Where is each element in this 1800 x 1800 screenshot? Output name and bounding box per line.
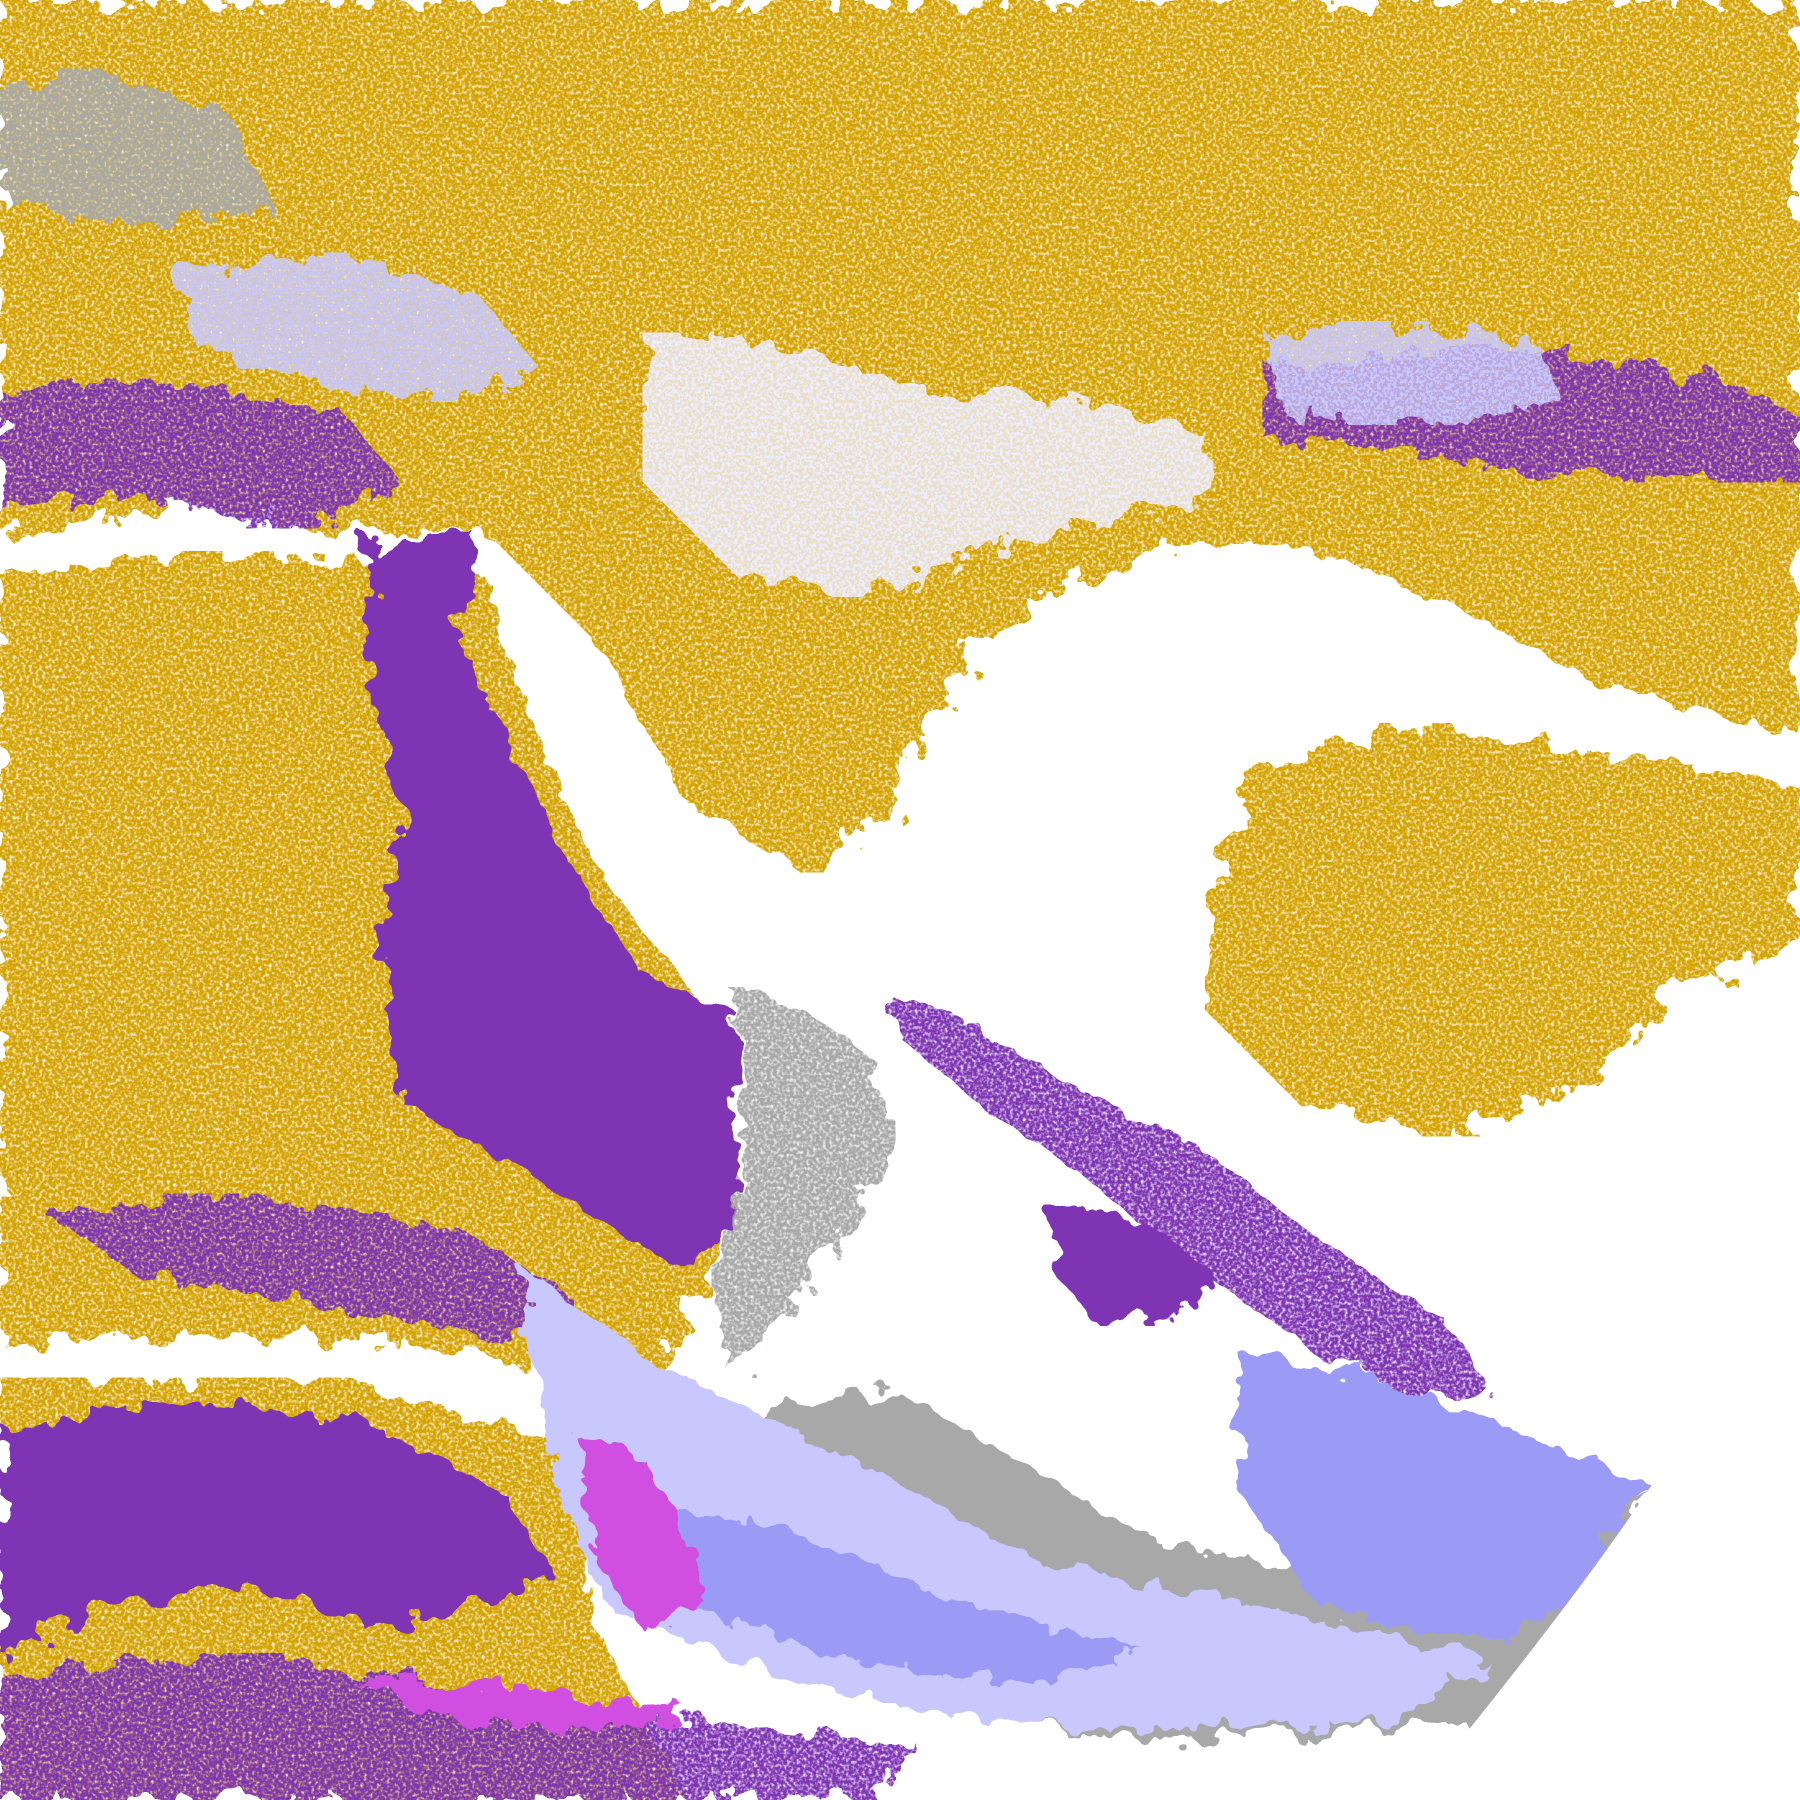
periwinkle-cloud-south [642,1492,1148,1688]
purple-cloud-band-southwest [0,1400,552,1665]
gold-cloud-east [1205,723,1800,1137]
purple-cloud-atlantic [1044,1205,1217,1321]
convective-lavender-cloud-north [172,252,540,402]
convective-pale-cloud-amazon [642,332,1217,597]
purple-cloud-far-south [0,1653,919,1800]
convective-lavender-cloud-east [1262,321,1562,425]
periwinkle-cloud-frontal [1239,1354,1654,1642]
magenta-cloud-patch [573,1434,701,1631]
space-outside-disk [1411,998,1800,1800]
purple-cloud-front [883,987,1493,1401]
purple-cloud-pacific [367,539,735,1275]
purple-cloud-northwest [0,378,402,529]
purple-cloud-band [45,1193,574,1344]
gray-low-cloud-andes [711,987,896,1378]
gray-cloud-northwest [0,68,276,230]
magenta-cloud-band [344,1676,689,1734]
